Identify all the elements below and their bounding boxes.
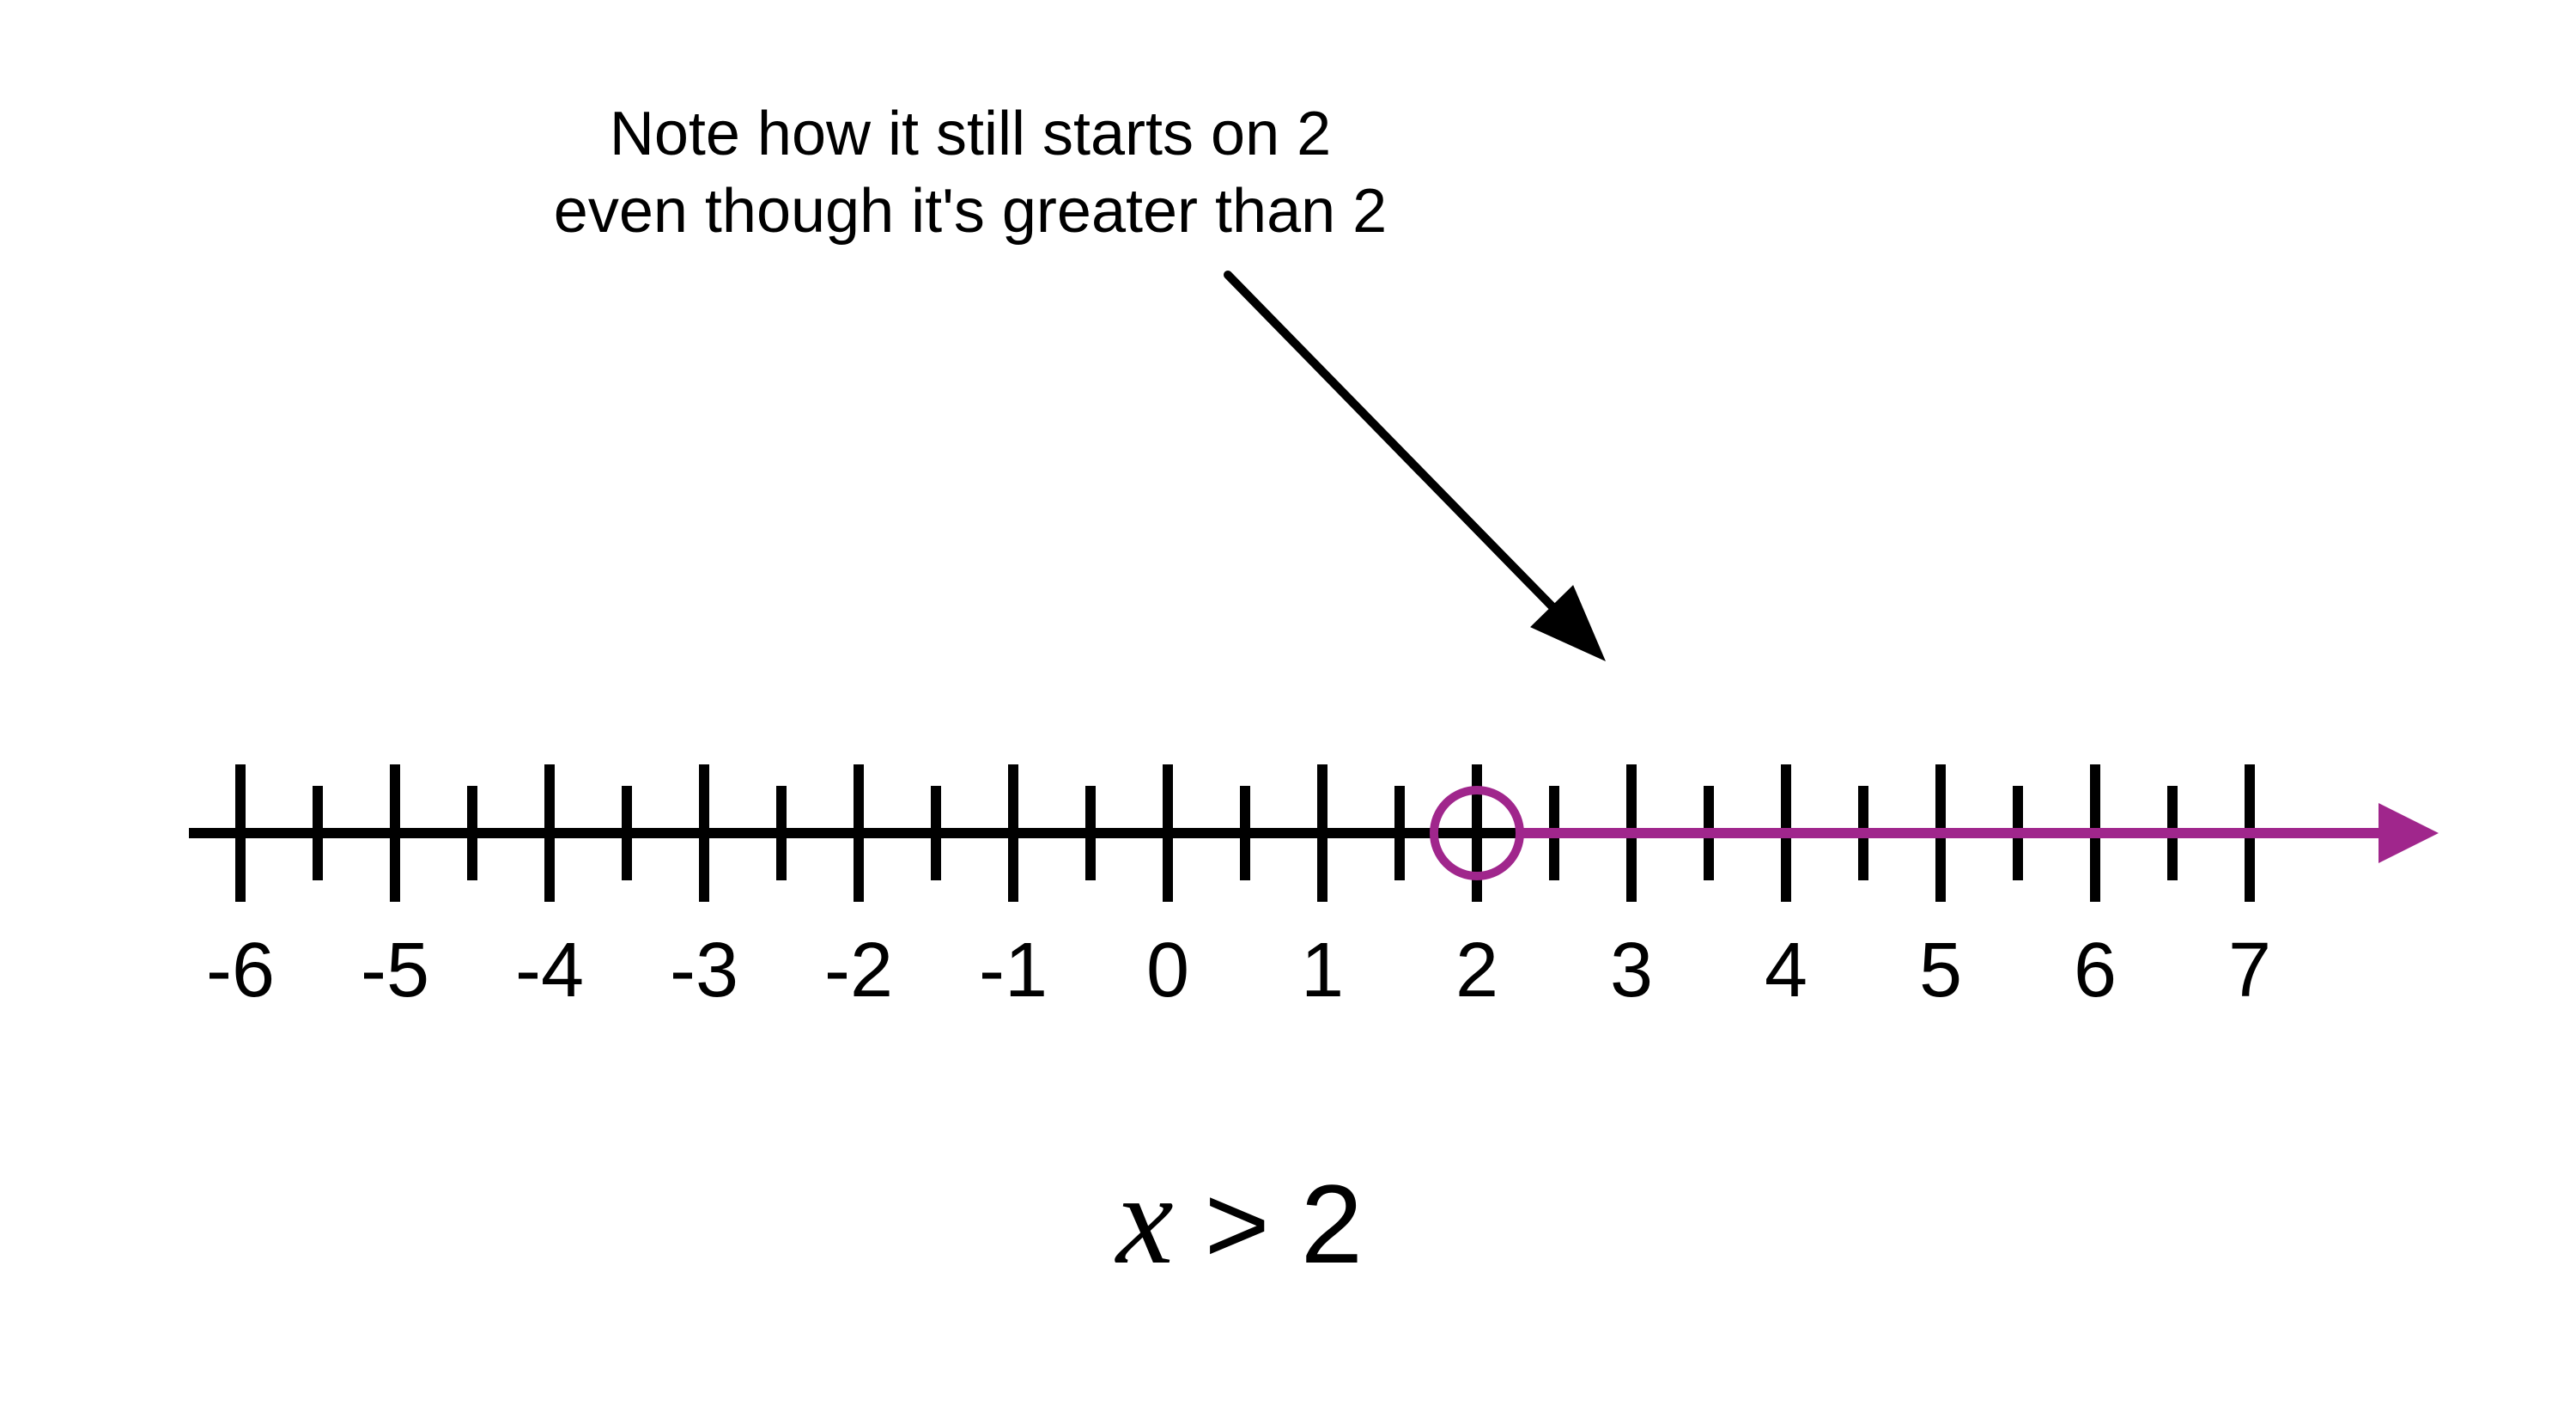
- inequality-expression: x > 2: [1115, 1148, 1363, 1291]
- tick-label: -2: [824, 928, 893, 1013]
- tick-label: 3: [1610, 928, 1653, 1013]
- tick-label: 7: [2228, 928, 2271, 1013]
- number-line-ticks: -6 -5 -4 -3 -2 -1 0 1 2 3 4 5 6 7: [206, 764, 2271, 1013]
- annotation-arrow: [1228, 275, 1606, 661]
- tick-label: 0: [1146, 928, 1189, 1013]
- svg-text:x > 2: x > 2: [1115, 1148, 1363, 1291]
- tick-label: 2: [1455, 928, 1498, 1013]
- tick-label: -3: [670, 928, 738, 1013]
- inequality-variable: x: [1115, 1148, 1174, 1291]
- tick-label: 1: [1301, 928, 1344, 1013]
- inequality-rest: > 2: [1174, 1161, 1363, 1287]
- tick-label: -6: [206, 928, 275, 1013]
- tick-label: 4: [1765, 928, 1807, 1013]
- annotation-line-1: Note how it still starts on 2: [610, 100, 1331, 168]
- annotation-line-2: even though it's greater than 2: [554, 177, 1387, 246]
- tick-label: 5: [1919, 928, 1962, 1013]
- tick-label: -1: [979, 928, 1048, 1013]
- tick-label: -5: [361, 928, 429, 1013]
- tick-label: 6: [2074, 928, 2117, 1013]
- tick-label: -4: [515, 928, 584, 1013]
- number-line-diagram: Note how it still starts on 2 even thoug…: [0, 0, 2576, 1424]
- ray-arrowhead: [2379, 803, 2439, 863]
- annotation-arrow-line: [1228, 275, 1573, 628]
